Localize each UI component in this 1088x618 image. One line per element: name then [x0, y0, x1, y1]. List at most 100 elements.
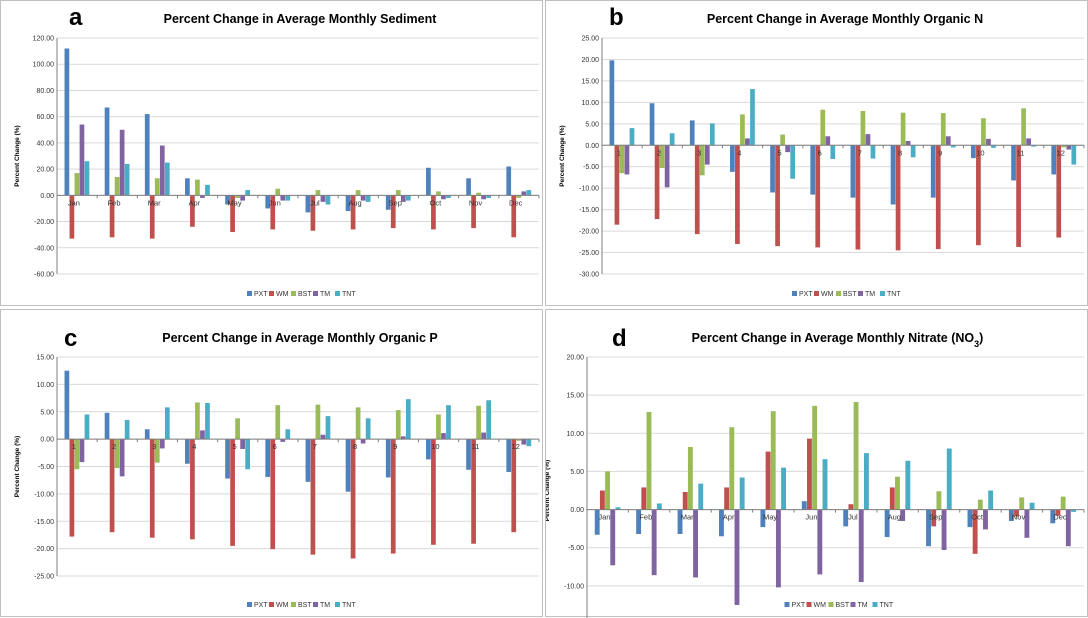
- bar-tnt-9: [405, 399, 411, 440]
- bar-tnt-10: [991, 145, 996, 148]
- bar-pxt-11: [1011, 145, 1016, 181]
- legend-swatch: [814, 291, 819, 296]
- x-tick-label: Sep: [389, 198, 402, 207]
- panel-letter: a: [69, 4, 83, 31]
- x-tick-label: 10: [976, 148, 984, 157]
- x-tick-label: 8: [353, 442, 357, 451]
- y-tick-label: -25.00: [579, 250, 599, 257]
- legend-label: TM: [865, 291, 875, 298]
- bar-wm-2: [654, 145, 660, 220]
- y-tick-label: 20.00: [36, 167, 54, 174]
- y-tick-label: 15.00: [36, 355, 54, 362]
- bar-bst-5: [780, 134, 785, 146]
- bar-pxt-10: [426, 439, 431, 460]
- bar-wm-7: [310, 439, 316, 555]
- bar-wm-12: [1056, 145, 1062, 238]
- bar-tm-jan: [79, 124, 85, 196]
- x-tick-label: Dec: [509, 198, 523, 207]
- bar-tnt-2: [124, 419, 130, 440]
- bar-bst-jun: [275, 188, 281, 196]
- bar-tnt-may: [781, 467, 787, 510]
- bar-wm-jun: [270, 195, 276, 230]
- bar-pxt-may: [225, 195, 230, 205]
- bar-wm-4: [735, 145, 740, 244]
- bar-pxt-8: [345, 439, 351, 492]
- bar-bst-jan: [74, 173, 80, 196]
- y-tick-label: -25.00: [34, 574, 54, 581]
- y-tick-label: 15.00: [566, 393, 584, 400]
- legend: PXT WM BST TM TNT: [247, 291, 356, 298]
- bar-pxt-aug: [884, 509, 890, 538]
- y-tick-label: 10.00: [566, 431, 584, 438]
- bar-wm-10: [976, 145, 981, 246]
- bar-tm-1: [79, 439, 85, 463]
- bar-wm-mar: [149, 195, 155, 239]
- bar-wm-oct: [972, 509, 978, 554]
- x-tick-label: Feb: [639, 513, 652, 522]
- bar-wm-6: [815, 145, 821, 248]
- bar-pxt-5: [225, 439, 230, 479]
- bar-tm-nov: [1024, 509, 1030, 538]
- bar-tm-7: [865, 134, 871, 146]
- bar-bst-aug: [895, 476, 900, 510]
- y-tick-label: 15.00: [581, 78, 599, 85]
- y-tick-label: -10.00: [564, 583, 584, 590]
- x-tick-label: Apr: [723, 513, 735, 522]
- y-tick-label: -60.00: [34, 272, 54, 279]
- bar-bst-2: [659, 145, 665, 169]
- chart-panel-sediment: a Percent Change in Average Monthly Sedim…: [0, 0, 543, 306]
- bar-pxt-3: [144, 429, 150, 440]
- bar-tm-aug: [900, 509, 906, 522]
- bar-tnt-aug: [905, 460, 911, 510]
- legend-swatch: [335, 602, 340, 607]
- chart-svg: b Percent Change in Average Monthly Organ…: [559, 4, 1085, 298]
- legend-swatch: [269, 602, 274, 607]
- bar-wm-8: [895, 145, 901, 251]
- legend-label: TM: [320, 291, 330, 298]
- bar-tm-9: [400, 436, 406, 440]
- legend-swatch: [880, 291, 885, 296]
- bar-bst-jul: [315, 190, 321, 196]
- legend-label: TM: [858, 602, 868, 609]
- bar-tnt-sep: [405, 195, 411, 201]
- bar-pxt-may: [760, 509, 766, 528]
- bar-wm-jun: [807, 438, 812, 510]
- bar-bst-4: [740, 114, 745, 146]
- bar-bst-may: [235, 195, 240, 198]
- bar-tnt-feb: [656, 503, 662, 510]
- bar-pxt-oct: [967, 509, 973, 528]
- y-tick-label: 0.00: [570, 507, 584, 514]
- y-tick-label: 10.00: [581, 100, 599, 107]
- x-tick-label: Jun: [805, 513, 817, 522]
- x-tick-label: Apr: [189, 198, 201, 207]
- legend-swatch: [828, 602, 834, 607]
- y-axis-label: Percent Change (%): [14, 125, 21, 186]
- bar-tm-3: [704, 145, 710, 165]
- bar-pxt-mar: [677, 509, 683, 534]
- legend: PXT WM BST TM TNT: [792, 291, 901, 298]
- bar-bst-8: [900, 112, 906, 146]
- bar-bst-12: [516, 439, 522, 441]
- bar-pxt-5: [770, 145, 775, 193]
- bars: [64, 48, 532, 239]
- y-tick-label: 80.00: [36, 88, 54, 95]
- bar-bst-dec: [516, 195, 522, 198]
- bar-tm-9: [945, 136, 951, 146]
- x-tick-label: 10: [431, 442, 439, 451]
- bar-bst-1: [619, 145, 625, 174]
- bar-tnt-nov: [486, 195, 492, 198]
- bar-tnt-oct: [988, 490, 994, 510]
- bar-bst-apr: [195, 179, 200, 196]
- x-tick-label: 3: [152, 442, 156, 451]
- y-tick-label: -5.00: [568, 545, 584, 552]
- x-tick-label: 11: [472, 442, 480, 451]
- bar-pxt-jan: [64, 48, 70, 196]
- x-tick-label: May: [227, 198, 241, 207]
- y-tick-label: 10.00: [36, 382, 54, 389]
- x-tick-label: 1: [72, 442, 76, 451]
- bar-pxt-apr: [719, 509, 724, 537]
- bar-wm-11: [471, 439, 476, 544]
- legend-label: PXT: [254, 291, 268, 298]
- legend-label: BST: [298, 291, 312, 298]
